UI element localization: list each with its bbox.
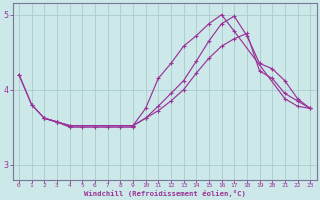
X-axis label: Windchill (Refroidissement éolien,°C): Windchill (Refroidissement éolien,°C) xyxy=(84,190,245,197)
